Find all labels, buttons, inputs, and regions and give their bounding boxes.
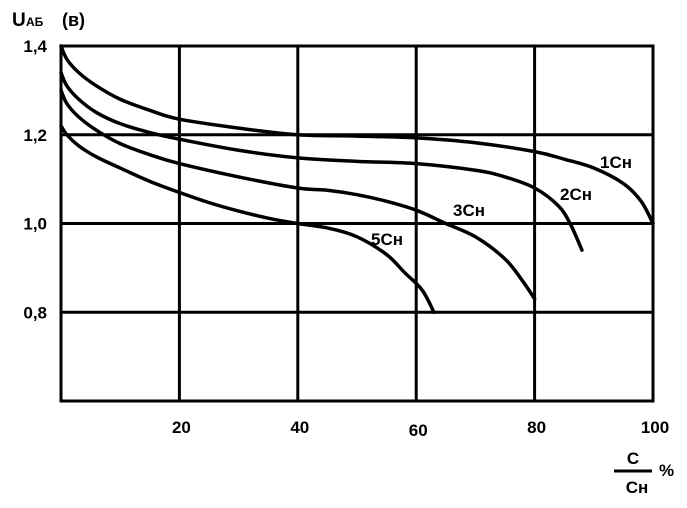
curve-1cn [59, 44, 655, 226]
curves [59, 44, 655, 314]
curve-3cn [59, 88, 537, 301]
y-tick-label: 1,4 [23, 37, 47, 56]
y-ticks: 1,4 1,2 1,0 0,8 [23, 37, 47, 322]
x-tick-label: 100 [641, 418, 669, 437]
curve-label-5cn: 5Сн [371, 230, 403, 249]
curve-labels: 1Сн 2Сн 3Сн 5Сн [371, 153, 632, 249]
curve-label-3cn: 3Сн [453, 201, 485, 220]
x-tick-label: 80 [527, 418, 546, 437]
x-tick-label: 20 [172, 418, 191, 437]
x-tick-label: 60 [409, 421, 428, 440]
y-tick-label: 1,0 [23, 215, 47, 234]
curve-label-2cn: 2Сн [560, 185, 592, 204]
x-axis-label-numerator: С [627, 449, 639, 468]
x-tick-label: 40 [290, 418, 309, 437]
curve-2cn [59, 70, 584, 252]
x-axis-label-unit: % [659, 461, 674, 480]
x-axis-label-denominator: Сн [626, 478, 649, 497]
y-tick-label: 1,2 [23, 126, 47, 145]
curve-label-1cn: 1Сн [600, 153, 632, 172]
y-axis-label-sub: АБ [26, 15, 44, 29]
grid [59, 44, 655, 403]
y-axis-label-unit: (в) [62, 10, 85, 30]
curve-5cn [59, 124, 436, 314]
y-axis-label-main: U [12, 10, 26, 31]
x-ticks: 20 40 60 80 100 [172, 418, 669, 440]
y-tick-label: 0,8 [23, 303, 47, 322]
